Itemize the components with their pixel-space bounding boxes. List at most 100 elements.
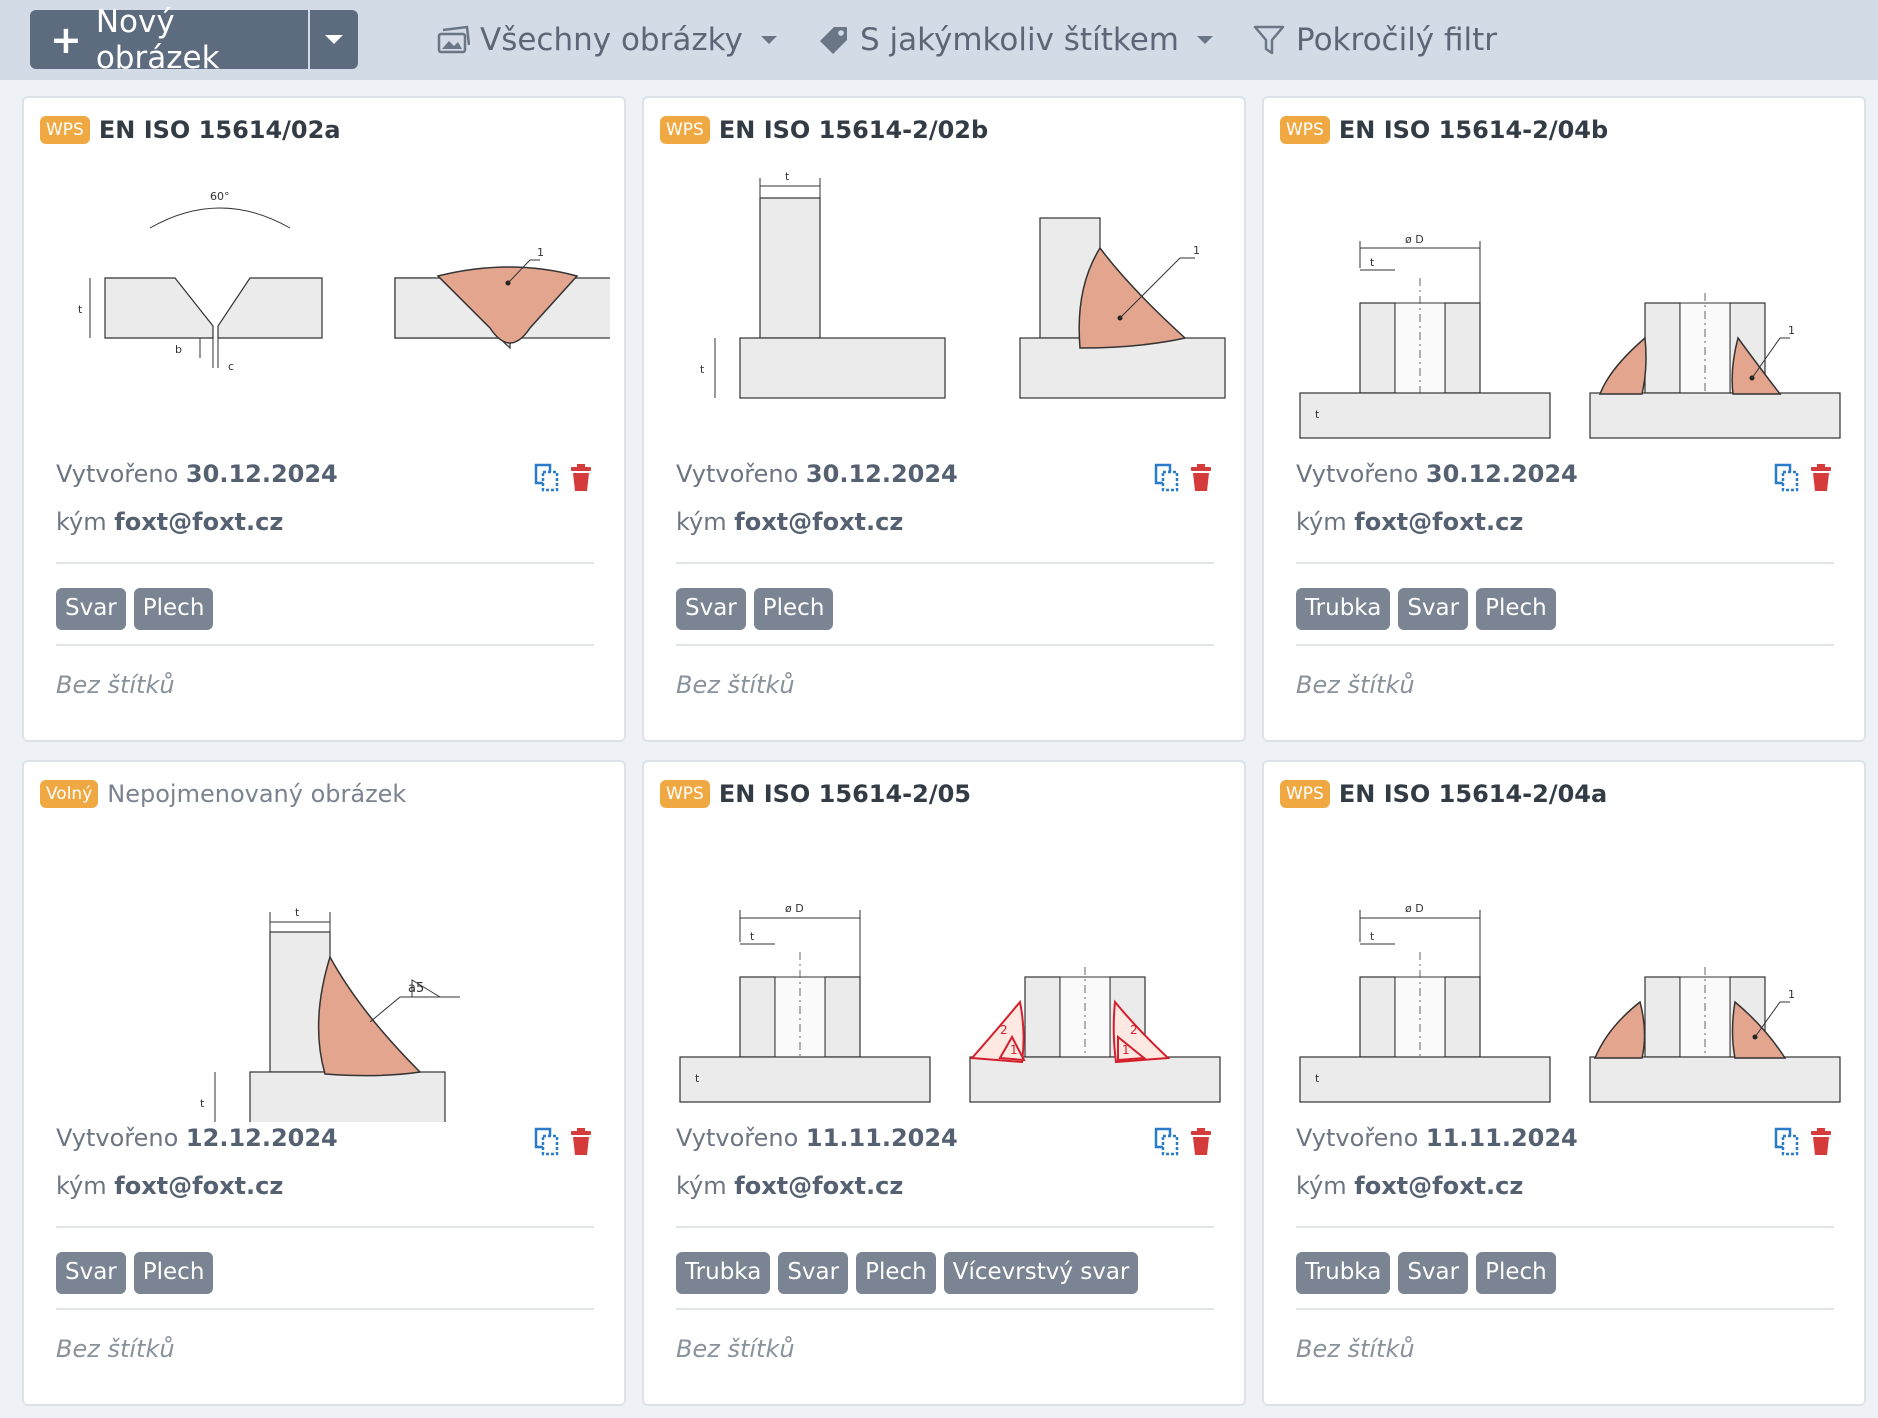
created-label: Vytvořeno (1296, 1124, 1419, 1152)
divider (56, 1226, 594, 1228)
no-labels-text: Bez štítků (56, 671, 175, 699)
author-email: foxt@foxt.cz (734, 508, 904, 536)
trash-icon[interactable] (1188, 1127, 1214, 1157)
created-info: Vytvořeno 11.11.2024 (676, 1124, 958, 1152)
card-title[interactable]: EN ISO 15614/02a (98, 116, 341, 144)
trash-icon[interactable] (1808, 1127, 1834, 1157)
tag[interactable]: Svar (1398, 1252, 1469, 1294)
tags-filter-label: S jakýmkoliv štítkem (860, 22, 1179, 58)
tag[interactable]: Plech (1476, 1252, 1556, 1294)
thickness-t2-label: t (785, 170, 790, 183)
copy-icon[interactable] (534, 1127, 560, 1157)
images-filter-dropdown[interactable]: Všechny obrázky (436, 18, 777, 62)
copy-icon[interactable] (1154, 1127, 1180, 1157)
weld-drawing[interactable]: t t 1 (660, 158, 1230, 458)
tag[interactable]: Plech (1476, 588, 1556, 630)
wall-thickness-label: t (750, 930, 755, 943)
thickness-label: t (78, 303, 83, 316)
tag[interactable]: Plech (753, 588, 834, 630)
tag-list: Trubka Svar Plech Vícevrstvý svar (676, 1252, 1139, 1294)
caret-down-icon (325, 35, 343, 44)
divider (56, 1308, 594, 1310)
tag[interactable]: Svar (56, 588, 126, 630)
created-info: Vytvořeno 30.12.2024 (1296, 460, 1578, 488)
copy-icon[interactable] (1774, 463, 1800, 493)
angle-label: 60° (210, 190, 230, 203)
author-info: kým foxt@foxt.cz (56, 508, 283, 536)
card-title[interactable]: Nepojmenovaný obrázek (107, 780, 407, 808)
weld-drawing[interactable]: 60° t b c 1 (40, 158, 610, 458)
author-email: foxt@foxt.cz (1354, 508, 1524, 536)
image-card[interactable]: WPS EN ISO 15614-2/05 ø D t t 2 1 2 1 Vy… (642, 760, 1246, 1406)
diameter-label: ø D (1405, 902, 1424, 915)
new-image-button[interactable]: + Nový obrázek (30, 4, 308, 76)
images-icon (437, 25, 470, 54)
image-card[interactable]: WPS EN ISO 15614-2/04b ø D t t 1 Vytvoře… (1262, 96, 1866, 742)
new-image-dropdown-button[interactable] (310, 10, 358, 69)
trash-icon[interactable] (568, 1127, 594, 1157)
created-date: 30.12.2024 (805, 460, 958, 488)
tag[interactable]: Vícevrstvý svar (943, 1252, 1139, 1294)
tag[interactable]: Trubka (1296, 1252, 1391, 1294)
created-label: Vytvořeno (1296, 460, 1419, 488)
image-card[interactable]: WPS EN ISO 15614/02a 60° t b c 1 Vytvoře… (22, 96, 626, 742)
divider (1296, 1308, 1834, 1310)
weld-number-1: 1 (1788, 988, 1795, 1001)
tag[interactable]: Svar (778, 1252, 849, 1294)
tag[interactable]: Plech (133, 588, 214, 630)
type-badge: WPS (1280, 115, 1330, 145)
filter-icon (1253, 25, 1285, 55)
author-label: kým (1296, 1172, 1347, 1200)
divider (1296, 1226, 1834, 1228)
divider (1296, 562, 1834, 564)
pass-number-1: 1 (1010, 1043, 1018, 1057)
trash-icon[interactable] (568, 463, 594, 493)
tag[interactable]: Plech (856, 1252, 936, 1294)
type-badge: Volný (40, 779, 99, 809)
author-label: kým (1296, 508, 1347, 536)
weld-drawing[interactable]: ø D t t 1 (1280, 158, 1850, 458)
trash-icon[interactable] (1188, 463, 1214, 493)
weld-number-1: 1 (537, 246, 544, 259)
created-info: Vytvořeno 30.12.2024 (676, 460, 958, 488)
root-label: c (228, 360, 234, 373)
card-header: WPS EN ISO 15614/02a (40, 112, 341, 148)
tag-icon (820, 27, 847, 54)
weld-drawing[interactable]: ø D t t 2 1 2 1 (660, 822, 1230, 1122)
copy-icon[interactable] (1154, 463, 1180, 493)
created-info: Vytvořeno 11.11.2024 (1296, 1124, 1578, 1152)
tag[interactable]: Plech (133, 1252, 214, 1294)
card-title[interactable]: EN ISO 15614-2/05 (718, 780, 971, 808)
type-badge: WPS (660, 115, 710, 145)
no-labels-text: Bez štítků (1296, 1335, 1415, 1363)
image-card[interactable]: WPS EN ISO 15614-2/02b t t 1 Vytvořeno 3… (642, 96, 1246, 742)
tag[interactable]: Svar (1398, 588, 1469, 630)
diameter-label: ø D (785, 902, 804, 915)
copy-icon[interactable] (534, 463, 560, 493)
divider (676, 562, 1214, 564)
card-title[interactable]: EN ISO 15614-2/04a (1338, 780, 1608, 808)
divider (676, 1308, 1214, 1310)
divider (676, 1226, 1214, 1228)
thickness-t2-label: t (1315, 408, 1320, 421)
weld-drawing[interactable]: t t a5 (40, 822, 610, 1122)
type-badge: WPS (1280, 779, 1330, 809)
no-labels-text: Bez štítků (1296, 671, 1415, 699)
card-title[interactable]: EN ISO 15614-2/02b (718, 116, 989, 144)
tag[interactable]: Svar (676, 588, 746, 630)
trash-icon[interactable] (1808, 463, 1834, 493)
tag[interactable]: Trubka (1296, 588, 1391, 630)
tag[interactable]: Trubka (676, 1252, 771, 1294)
author-info: kým foxt@foxt.cz (56, 1172, 283, 1200)
card-title[interactable]: EN ISO 15614-2/04b (1338, 116, 1609, 144)
weld-drawing[interactable]: ø D t t 1 (1280, 822, 1850, 1122)
copy-icon[interactable] (1774, 1127, 1800, 1157)
tags-filter-dropdown[interactable]: S jakýmkoliv štítkem (818, 18, 1213, 62)
pass-number-2: 2 (1130, 1023, 1138, 1037)
advanced-filter-button[interactable]: Pokročilý filtr (1252, 18, 1497, 62)
weld-number-1: 1 (1788, 324, 1795, 337)
image-card[interactable]: WPS EN ISO 15614-2/04a ø D t t 1 Vytvoře… (1262, 760, 1866, 1406)
tag[interactable]: Svar (56, 1252, 126, 1294)
card-header: WPS EN ISO 15614-2/04b (1280, 112, 1608, 148)
image-card[interactable]: Volný Nepojmenovaný obrázek t t a5 Vytvo… (22, 760, 626, 1406)
